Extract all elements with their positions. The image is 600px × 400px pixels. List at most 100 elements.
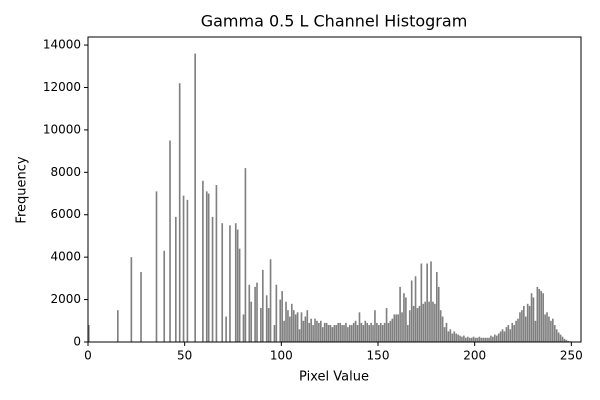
- bar: [408, 310, 411, 342]
- bar: [260, 308, 262, 342]
- bar: [298, 329, 301, 342]
- bar: [304, 316, 307, 342]
- bar: [430, 261, 432, 342]
- bar: [488, 337, 490, 342]
- bar: [507, 325, 510, 342]
- bar: [428, 301, 430, 342]
- y-tick-label: 8000: [50, 165, 81, 179]
- bar: [416, 308, 419, 342]
- bar: [439, 310, 442, 342]
- x-tick-label: 250: [560, 349, 583, 363]
- bar: [341, 325, 343, 342]
- x-tick-label: 200: [463, 349, 486, 363]
- y-tick-label: 6000: [50, 207, 81, 221]
- bar: [310, 318, 312, 342]
- bar: [478, 336, 481, 342]
- bar: [294, 314, 297, 342]
- bar: [345, 322, 347, 342]
- bar: [175, 216, 177, 342]
- bar: [337, 322, 340, 342]
- bar: [459, 335, 461, 342]
- bar: [325, 322, 328, 342]
- y-tick-label: 10000: [43, 122, 81, 136]
- bar: [234, 223, 237, 342]
- bar: [484, 337, 486, 342]
- bar: [453, 331, 456, 342]
- bar: [273, 325, 276, 342]
- bar: [499, 331, 502, 342]
- bar: [468, 337, 471, 342]
- bar: [281, 291, 283, 342]
- bar: [320, 320, 322, 342]
- bar: [186, 199, 189, 342]
- bar: [542, 293, 544, 342]
- bar: [262, 269, 264, 342]
- y-tick-label: 2000: [50, 292, 81, 306]
- bar: [426, 263, 428, 342]
- bar: [358, 312, 361, 342]
- bar: [302, 320, 305, 342]
- x-tick-label: 150: [367, 349, 390, 363]
- bar: [447, 331, 450, 342]
- bar: [517, 318, 519, 342]
- bar: [503, 331, 506, 342]
- bar: [366, 322, 369, 342]
- bar: [463, 335, 465, 342]
- bar: [548, 316, 550, 342]
- chart-title: Gamma 0.5 L Channel Histogram: [201, 12, 468, 31]
- bar: [505, 327, 508, 342]
- bar: [465, 337, 467, 342]
- bar: [378, 325, 380, 342]
- bar: [360, 322, 363, 342]
- bar: [349, 325, 351, 342]
- bar: [291, 303, 293, 342]
- bar: [445, 322, 448, 342]
- bar: [383, 322, 386, 342]
- bars: [88, 53, 572, 342]
- bar: [561, 336, 564, 342]
- bar: [559, 334, 562, 342]
- bar: [523, 305, 525, 342]
- bar: [387, 322, 390, 342]
- bar: [381, 325, 384, 342]
- bar: [314, 318, 316, 342]
- bar: [130, 257, 133, 342]
- bar: [567, 340, 570, 342]
- bar: [368, 325, 370, 342]
- bar: [88, 325, 90, 342]
- bar: [391, 318, 394, 342]
- bar: [546, 312, 548, 342]
- bar: [182, 195, 185, 342]
- bar: [534, 320, 537, 342]
- y-tick-label: 12000: [43, 80, 81, 94]
- bar: [347, 327, 349, 342]
- bar: [372, 325, 374, 342]
- bar: [250, 301, 253, 342]
- bar: [362, 325, 365, 342]
- bar: [323, 322, 326, 342]
- bar: [524, 316, 527, 342]
- bar: [343, 325, 345, 342]
- bar: [364, 320, 367, 342]
- bar: [211, 216, 214, 342]
- bar: [300, 312, 303, 342]
- bar: [374, 310, 376, 342]
- bar: [532, 297, 535, 342]
- x-tick-label: 50: [177, 349, 192, 363]
- bar: [536, 286, 539, 342]
- bar: [289, 316, 291, 342]
- bar: [248, 284, 251, 342]
- bar: [403, 293, 405, 342]
- bar: [331, 327, 334, 342]
- y-tick-label: 4000: [50, 250, 81, 264]
- bar: [225, 316, 227, 342]
- bar: [244, 168, 247, 342]
- bar: [202, 180, 204, 342]
- bar: [436, 272, 438, 342]
- bar: [327, 325, 330, 342]
- bar: [497, 333, 500, 342]
- bar: [513, 325, 515, 342]
- bar: [474, 337, 477, 342]
- bar: [563, 338, 566, 342]
